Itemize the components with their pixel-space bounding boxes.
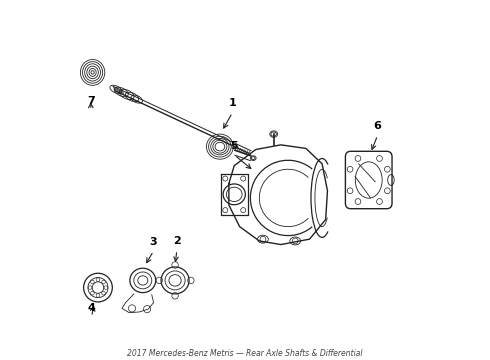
Text: 6: 6 [374,121,382,131]
Text: 3: 3 [150,237,157,247]
Text: 2017 Mercedes-Benz Metris — Rear Axle Shafts & Differential: 2017 Mercedes-Benz Metris — Rear Axle Sh… [127,348,363,357]
Text: 7: 7 [87,96,95,106]
Text: 2: 2 [173,236,181,246]
Polygon shape [220,174,248,215]
FancyBboxPatch shape [345,151,392,209]
Polygon shape [229,145,327,244]
Text: 5: 5 [230,141,238,150]
Text: 1: 1 [228,98,236,108]
Text: 4: 4 [88,303,96,313]
Polygon shape [122,294,153,313]
